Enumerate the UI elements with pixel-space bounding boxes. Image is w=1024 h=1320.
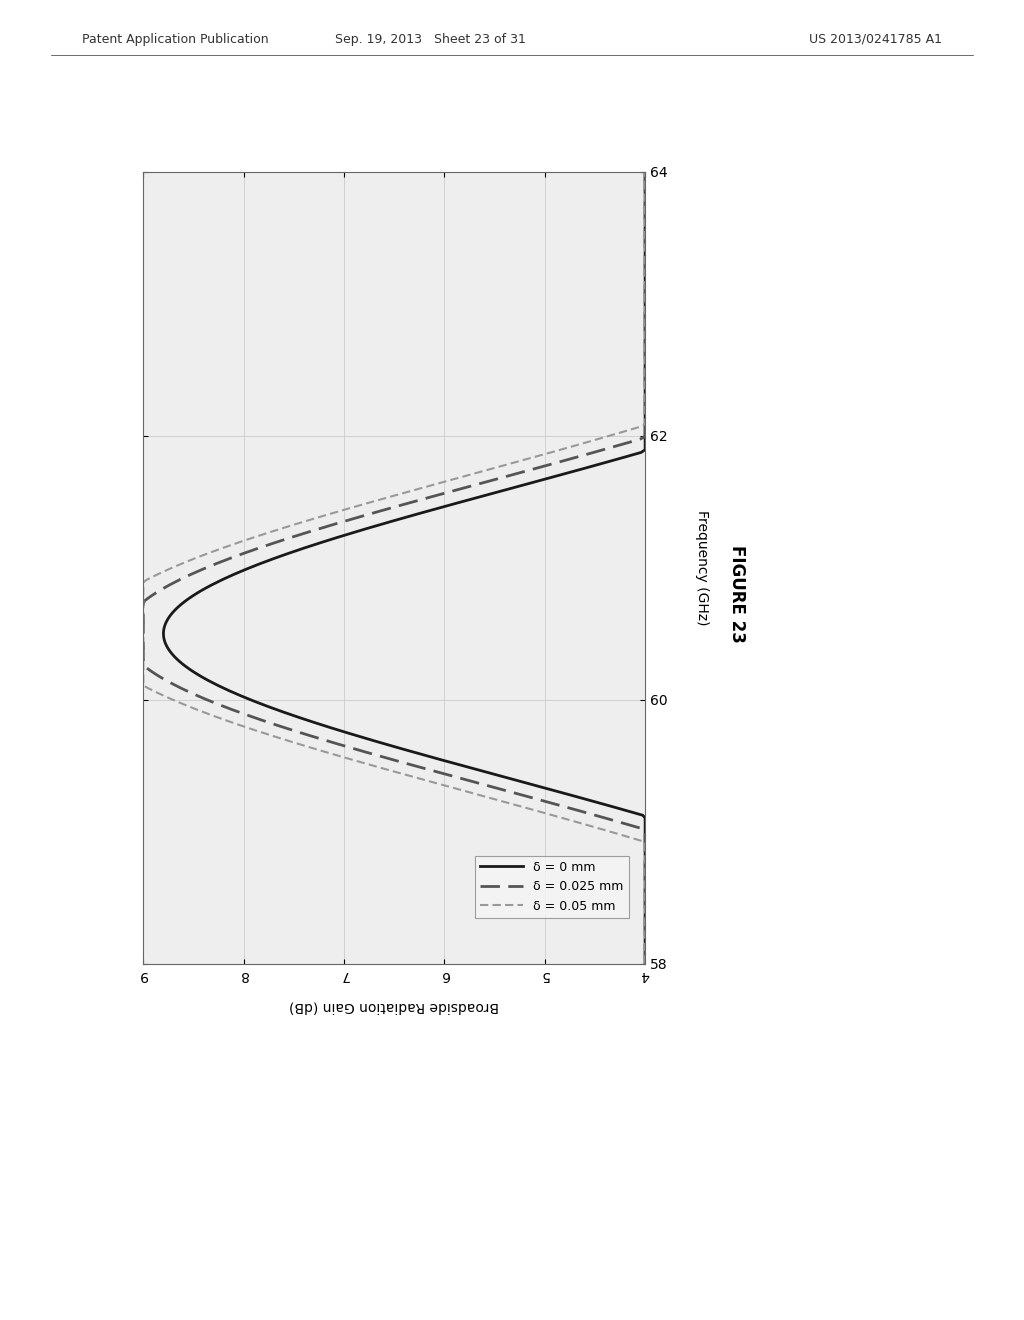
Text: FIGURE 23: FIGURE 23 [728, 545, 746, 643]
Text: Sep. 19, 2013   Sheet 23 of 31: Sep. 19, 2013 Sheet 23 of 31 [335, 33, 525, 46]
X-axis label: Broadside Radiation Gain (dB): Broadside Radiation Gain (dB) [289, 999, 500, 1014]
Text: Patent Application Publication: Patent Application Publication [82, 33, 268, 46]
Y-axis label: Frequency (GHz): Frequency (GHz) [695, 510, 710, 626]
Legend: δ = 0 mm, δ = 0.025 mm, δ = 0.05 mm: δ = 0 mm, δ = 0.025 mm, δ = 0.05 mm [475, 857, 629, 917]
Text: US 2013/0241785 A1: US 2013/0241785 A1 [809, 33, 942, 46]
